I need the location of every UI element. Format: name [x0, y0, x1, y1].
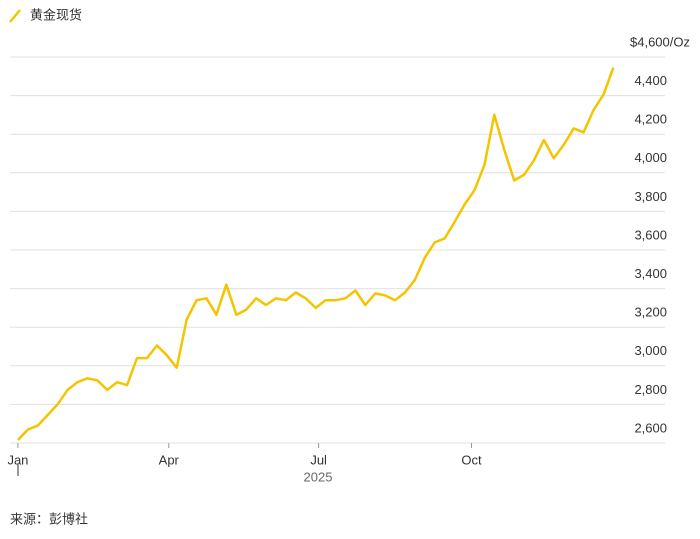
- line: [16, 67, 615, 441]
- y-tick-label: 2,800: [634, 382, 667, 397]
- legend-label: 黄金现货: [30, 7, 82, 22]
- y-tick-label: 3,200: [634, 305, 667, 320]
- y-tick-label: 3,600: [634, 227, 667, 242]
- y-tick-label: 3,400: [634, 266, 667, 281]
- x-tick-label: Apr: [159, 452, 180, 467]
- year-label: 2025: [304, 469, 333, 484]
- legend-swatch: [9, 9, 21, 23]
- x-tick-label: Jul: [310, 452, 327, 467]
- y-tick-label: 4,200: [634, 112, 667, 127]
- source: 来源：彭博社: [10, 511, 88, 526]
- x-tick-label: Oct: [461, 452, 482, 467]
- y-tick-label: $4,600/Oz: [630, 34, 690, 49]
- y-tick-label: 3,800: [634, 189, 667, 204]
- y-tick-label: 4,400: [634, 73, 667, 88]
- y-tick-label: 4,000: [634, 150, 667, 165]
- y-tick-label: 3,000: [634, 343, 667, 358]
- y-tick-label: 2,600: [634, 420, 667, 435]
- x-tick-label: Jan: [7, 452, 28, 467]
